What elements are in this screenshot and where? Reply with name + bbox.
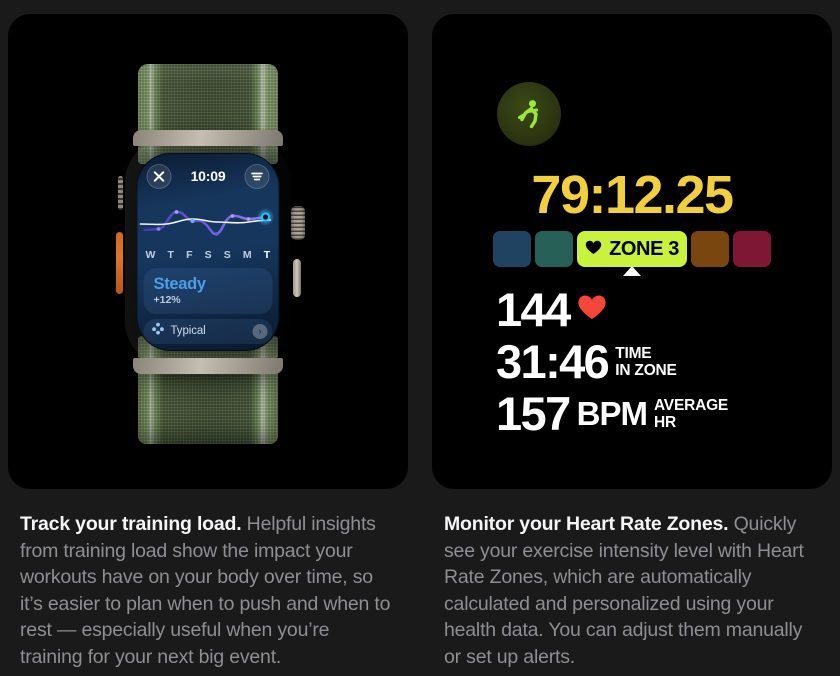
- workout-metrics: 144 31:46 TIME IN ZONE: [432, 285, 832, 439]
- watch-action-button[interactable]: [116, 231, 123, 294]
- average-hr-label-line1: AVERAGE: [653, 397, 729, 414]
- heart-icon: [577, 293, 607, 327]
- chart-day-labels: W T F S S M T: [137, 247, 280, 261]
- left-column: 10:09: [8, 14, 408, 670]
- zone-segment-4[interactable]: [691, 231, 729, 267]
- heart-rate-zone-bar: ZONE 3: [493, 231, 771, 276]
- watch-speaker-grille: [118, 175, 123, 210]
- caption-body: Helpful insights from training load show…: [20, 513, 391, 668]
- status-tile-title: Steady: [153, 274, 207, 293]
- effort-row[interactable]: Typical ›: [143, 318, 273, 344]
- training-load-chart: [137, 195, 280, 247]
- day-label: S: [223, 248, 231, 261]
- zone-segment-1[interactable]: [493, 231, 531, 267]
- zone-segment-active[interactable]: ZONE 3: [577, 231, 687, 276]
- day-label: W: [145, 248, 156, 261]
- watch-clock-time: 10:09: [190, 168, 226, 184]
- screen-top-bar: 10:09: [137, 153, 280, 189]
- status-tile[interactable]: Steady +12%: [143, 267, 273, 314]
- workout-elapsed-timer: 79:12.25: [531, 165, 734, 225]
- average-heart-rate-label: AVERAGE HR: [654, 397, 728, 431]
- day-label: T: [167, 248, 175, 261]
- effort-row-label: Typical: [170, 325, 206, 337]
- current-heart-rate-value: 144: [496, 283, 571, 336]
- average-heart-rate-value: 157: [496, 387, 571, 440]
- filter-menu-icon[interactable]: [244, 163, 270, 189]
- training-load-card[interactable]: 10:09: [8, 14, 408, 489]
- time-in-zone-label-line1: TIME: [615, 345, 652, 362]
- close-icon[interactable]: [146, 163, 172, 189]
- chart-line-baseline: [139, 217, 272, 225]
- metric-current-heart-rate: 144: [496, 285, 832, 335]
- heart-rate-zones-card[interactable]: 79:12.25 ZONE 3: [432, 14, 832, 489]
- time-in-zone-label: TIME IN ZONE: [615, 345, 677, 379]
- average-heart-rate-unit: BPM: [576, 395, 648, 432]
- watch-band-top: [138, 63, 278, 164]
- metric-time-in-zone: 31:46 TIME IN ZONE: [496, 337, 832, 387]
- day-label: S: [204, 248, 212, 261]
- training-load-caption: Track your training load. Helpful insigh…: [8, 489, 408, 670]
- watch-case: 10:09: [116, 129, 305, 374]
- running-person-icon: [497, 82, 561, 146]
- caption-lead: Monitor your Heart Rate Zones.: [444, 513, 729, 535]
- status-tile-subtitle: +12%: [153, 293, 181, 306]
- zone-segment-2[interactable]: [535, 231, 573, 267]
- time-in-zone-label-line2: IN ZONE: [615, 362, 677, 379]
- day-label: M: [242, 248, 252, 261]
- metric-average-heart-rate: 157 BPM AVERAGE HR: [496, 389, 832, 439]
- workout-screen: 79:12.25 ZONE 3: [432, 14, 832, 489]
- time-in-zone-value: 31:46: [496, 335, 610, 388]
- effort-icon: [152, 322, 165, 340]
- average-hr-label-line2: HR: [653, 414, 676, 431]
- watch-band-bottom: [138, 335, 278, 444]
- zone-active-label: ZONE 3: [609, 237, 679, 260]
- apple-watch-device: 10:09: [103, 42, 313, 462]
- zone-indicator-caret: [623, 266, 641, 276]
- chevron-right-icon[interactable]: ›: [252, 323, 268, 339]
- caption-body: Quickly see your exercise intensity leve…: [444, 513, 804, 668]
- right-column: 79:12.25 ZONE 3: [432, 14, 832, 670]
- caption-lead: Track your training load.: [20, 513, 242, 535]
- day-label: F: [186, 248, 193, 261]
- watch-lug-bottom: [133, 357, 283, 374]
- digital-crown[interactable]: [291, 205, 305, 240]
- watch-screen: 10:09: [136, 152, 280, 351]
- watch-lug-top: [133, 129, 283, 146]
- zone-segment-5[interactable]: [733, 231, 771, 267]
- day-label-current: T: [263, 248, 271, 261]
- heart-rate-zones-caption: Monitor your Heart Rate Zones. Quickly s…: [432, 489, 832, 670]
- watch-side-button[interactable]: [293, 258, 301, 297]
- heart-icon: [585, 238, 602, 261]
